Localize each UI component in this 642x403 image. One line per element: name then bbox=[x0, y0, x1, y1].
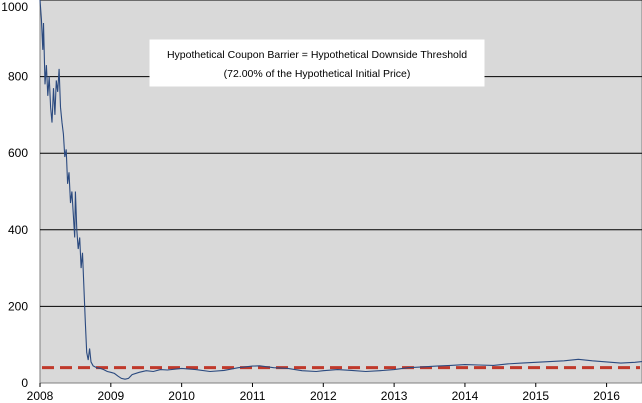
x-axis-tick-labels: 2008 2009 2010 2011 2012 2013 2014 2015 2016 bbox=[27, 383, 620, 403]
y-tick-label: 600 bbox=[8, 146, 28, 160]
y-tick-label: 1000 bbox=[1, 0, 28, 14]
y-tick-label: 200 bbox=[8, 299, 28, 313]
y-tick-label: 0 bbox=[21, 376, 28, 390]
x-tick-label: 2014 bbox=[452, 389, 479, 403]
annotation-line-2: (72.00% of the Hypothetical Initial Pric… bbox=[224, 68, 411, 80]
x-tick-label: 2015 bbox=[522, 389, 549, 403]
annotation-background bbox=[149, 39, 485, 87]
y-tick-label: 800 bbox=[8, 70, 28, 84]
gridlines bbox=[40, 0, 642, 307]
x-tick-label: 2011 bbox=[240, 389, 266, 403]
x-tick-label: 2016 bbox=[593, 389, 620, 403]
annotation-box: Hypothetical Coupon Barrier = Hypothetic… bbox=[149, 39, 485, 87]
x-tick-label: 2010 bbox=[168, 389, 195, 403]
y-axis-tick-labels: 0 200 400 600 800 1000 bbox=[1, 0, 28, 390]
series-line bbox=[39, 0, 642, 380]
annotation-line-1: Hypothetical Coupon Barrier = Hypothetic… bbox=[167, 49, 467, 61]
x-tick-label: 2012 bbox=[310, 389, 337, 403]
x-tick-label: 2013 bbox=[381, 389, 408, 403]
x-tick-label: 2009 bbox=[97, 389, 124, 403]
y-tick-label: 400 bbox=[8, 223, 28, 237]
x-tick-label: 2008 bbox=[27, 389, 54, 403]
